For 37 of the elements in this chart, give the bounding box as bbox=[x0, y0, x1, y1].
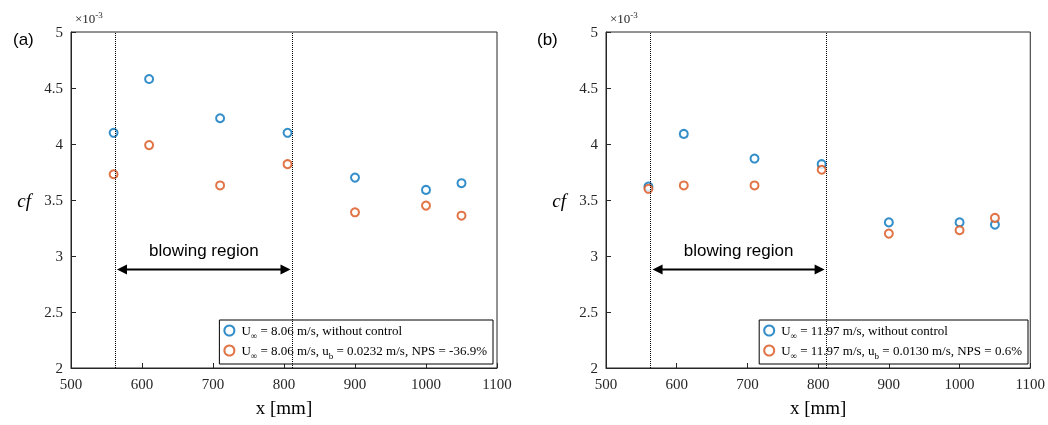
y-tick-label: 3.5 bbox=[579, 192, 598, 208]
y-tick-label: 2.5 bbox=[579, 304, 598, 320]
x-tick-label: 700 bbox=[736, 375, 759, 392]
x-tick-label: 1100 bbox=[482, 375, 512, 392]
y-tick-label: 4.5 bbox=[579, 80, 598, 96]
y-tick-label: 4 bbox=[590, 136, 599, 152]
x-axis-title: x [mm] bbox=[789, 397, 847, 418]
x-tick-label: 800 bbox=[272, 375, 296, 392]
y-tick-label: 5 bbox=[590, 24, 598, 40]
chart-title: (a) bbox=[13, 30, 34, 49]
x-tick-label: 600 bbox=[665, 375, 688, 392]
x-tick-label: 500 bbox=[59, 375, 83, 392]
y-tick-label: 2 bbox=[55, 360, 63, 376]
x-axis-title: x [mm] bbox=[255, 397, 313, 418]
x-tick-label: 1000 bbox=[411, 375, 441, 392]
y-axis-title: cf bbox=[17, 189, 34, 211]
y-tick-label: 4.5 bbox=[44, 80, 63, 96]
x-tick-label: 500 bbox=[594, 375, 618, 392]
annotation: blowing region bbox=[148, 240, 259, 260]
x-tick-label: 600 bbox=[130, 375, 154, 392]
y-tick-label: 4 bbox=[55, 136, 64, 152]
chart-title: (b) bbox=[537, 30, 558, 49]
x-tick-label: 800 bbox=[806, 375, 830, 392]
x-tick-label: 1100 bbox=[1015, 375, 1045, 392]
annotation: blowing region bbox=[683, 240, 794, 260]
y-tick-label: 3.5 bbox=[44, 192, 63, 208]
y-tick-label: 2 bbox=[590, 360, 598, 376]
x-tick-label: 900 bbox=[877, 375, 901, 392]
x-tick-label: 700 bbox=[201, 375, 225, 392]
y-axis-title: cf bbox=[552, 189, 569, 211]
y-tick-label: 3 bbox=[55, 248, 63, 264]
y-tick-label: 5 bbox=[55, 24, 63, 40]
x-tick-label: 1000 bbox=[944, 375, 975, 392]
y-tick-label: 3 bbox=[590, 248, 598, 264]
legend-label: U∞ = 11.97 m/s, without control bbox=[781, 323, 949, 341]
x-tick-label: 900 bbox=[343, 375, 367, 392]
y-tick-label: 2.5 bbox=[44, 304, 63, 320]
